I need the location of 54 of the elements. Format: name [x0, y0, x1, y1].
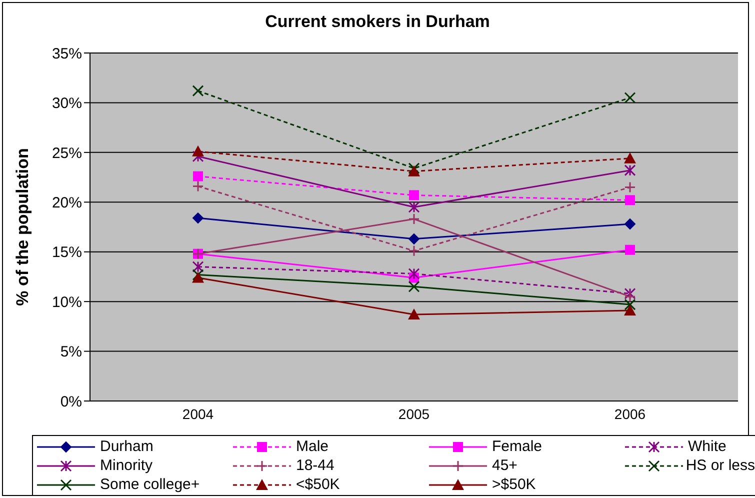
legend-label: >$50K [492, 476, 536, 493]
legend-label: Minority [100, 457, 153, 474]
point [624, 304, 636, 316]
y-tick-label: 20% [52, 194, 82, 212]
legend-label: White [688, 438, 726, 455]
legend-label: Female [492, 438, 542, 455]
x-tick-label: 2006 [614, 406, 646, 422]
point [192, 145, 204, 156]
point [408, 165, 420, 176]
point [624, 298, 636, 310]
point [408, 201, 420, 213]
point [625, 195, 635, 206]
y-tick-label: 30% [52, 95, 82, 112]
point [192, 268, 204, 280]
point [408, 268, 420, 280]
point [408, 162, 420, 174]
point [192, 85, 204, 97]
point [624, 218, 636, 230]
point [624, 290, 636, 302]
point [624, 181, 636, 193]
y-tick-label: 5% [60, 344, 82, 361]
point [408, 233, 420, 244]
point [192, 212, 204, 224]
point [192, 261, 204, 273]
y-tick-label: 15% [52, 244, 82, 262]
point [624, 152, 636, 164]
point [408, 213, 420, 225]
x-tick-label: 2004 [182, 406, 214, 422]
chart-title: Current smokers in Durham [264, 12, 491, 32]
legend-label: <$50K [296, 476, 340, 493]
point [409, 190, 419, 200]
point [624, 92, 636, 104]
point [408, 245, 420, 257]
point [408, 280, 420, 292]
point [192, 272, 204, 283]
point [192, 180, 204, 192]
y-axis-title: % of the population [13, 148, 32, 306]
x-tick-label: 2005 [398, 406, 430, 422]
point [192, 150, 204, 162]
y-tick-label: 25% [52, 144, 82, 162]
legend-label: 18-44 [296, 457, 334, 474]
y-tick-label: 0% [60, 393, 82, 410]
point [193, 171, 203, 182]
legend-label: 45+ [492, 457, 518, 474]
point [408, 308, 420, 320]
legend-label: Some college+ [100, 476, 200, 493]
y-tick-label: 10% [52, 294, 82, 311]
y-tick-label: 35% [52, 45, 82, 62]
legend-label: Male [296, 438, 329, 455]
point [624, 164, 636, 176]
legend-label: HS or less [686, 457, 755, 474]
point [625, 244, 635, 255]
point [624, 288, 636, 300]
legend-label: Durham [100, 438, 154, 455]
